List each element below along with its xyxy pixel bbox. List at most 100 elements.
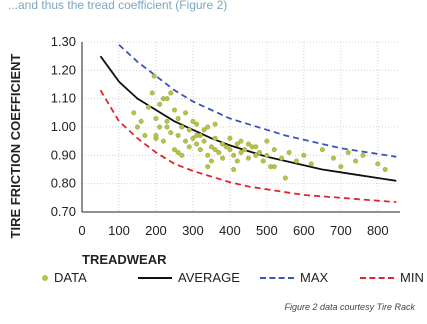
data-point (234, 158, 240, 164)
grid (81, 41, 400, 213)
data-point (212, 121, 218, 127)
data-point (138, 118, 144, 124)
data-point (205, 152, 211, 158)
data-point (338, 164, 344, 170)
data-point (245, 141, 251, 147)
data-point (175, 132, 181, 138)
data-point (194, 132, 200, 138)
legend-item-data: DATA (42, 270, 87, 285)
data-point (201, 138, 207, 144)
data-point (194, 141, 200, 147)
credit-note: Figure 2 data courtesy Tire Rack (284, 302, 415, 312)
data-point (279, 155, 285, 161)
data-point (183, 138, 189, 144)
data-point (375, 161, 381, 167)
data-point (212, 147, 218, 153)
x-axis-label: TREADWEAR (82, 252, 167, 267)
data-point (168, 90, 174, 96)
data-point (171, 147, 177, 153)
data-point (330, 155, 336, 161)
x-tick-label: 400 (219, 223, 241, 238)
data-point (264, 138, 270, 144)
series-lines (99, 44, 397, 203)
legend: DATA AVERAGE MAX MIN (20, 270, 424, 290)
max-line (118, 44, 397, 158)
x-tick-label: 700 (330, 223, 352, 238)
data-point (164, 118, 170, 124)
data-point (242, 147, 248, 153)
data-point (245, 155, 251, 161)
y-tick-label: 1.30 (51, 34, 76, 49)
data-marker-icon (42, 274, 48, 281)
data-point (223, 144, 229, 150)
data-point (227, 135, 233, 141)
data-point (293, 158, 299, 164)
x-tick-label: 100 (108, 223, 130, 238)
legend-item-max: MAX (260, 270, 328, 285)
data-point (157, 101, 163, 107)
data-point (134, 124, 140, 130)
data-point (282, 175, 288, 181)
data-point (308, 161, 314, 167)
x-tick-label: 600 (293, 223, 315, 238)
data-point (253, 144, 259, 150)
data-point (201, 127, 207, 133)
x-tick-label: 800 (367, 223, 389, 238)
data-point (164, 96, 170, 102)
legend-label-average: AVERAGE (178, 270, 240, 285)
x-tick-label: 500 (256, 223, 278, 238)
data-point (231, 152, 237, 158)
data-point (146, 104, 152, 110)
average-line (99, 55, 397, 182)
data-point (175, 149, 181, 155)
data-point (186, 127, 192, 133)
data-point (186, 144, 192, 150)
data-point (353, 158, 359, 164)
data-point (382, 166, 388, 172)
axes: 0.70 0.80 0.90 1.00 1.10 1.20 1.30 0 100 200 300 40… (51, 34, 400, 238)
x-tick-label: 300 (182, 223, 204, 238)
friction-chart: 0.70 0.80 0.90 1.00 1.10 1.20 1.30 0 100 200 300 40… (8, 34, 400, 267)
y-tick-label: 1.20 (51, 62, 76, 77)
data-point (286, 149, 292, 155)
data-point (231, 166, 237, 172)
data-point (179, 152, 185, 158)
data-point (256, 149, 262, 155)
data-point (238, 149, 244, 155)
data-point (175, 115, 181, 121)
x-tick-label: 200 (145, 223, 167, 238)
x-tick-label: 0 (78, 223, 85, 238)
y-axis-label: TIRE FRICTION COEFFICIENT (8, 54, 23, 239)
data-point (194, 121, 200, 127)
data-point (190, 118, 196, 124)
data-point (142, 132, 148, 138)
data-point (208, 144, 214, 150)
data-point (253, 152, 259, 158)
data-point (168, 130, 174, 136)
data-point (149, 90, 155, 96)
data-point (271, 164, 277, 170)
data-point (220, 155, 226, 161)
data-point (260, 158, 266, 164)
y-tick-label: 1.10 (51, 91, 76, 106)
data-point (164, 124, 170, 130)
legend-label-max: MAX (300, 270, 329, 285)
dashed-line-icon (260, 276, 294, 279)
y-tick-label: 0.90 (51, 147, 76, 162)
y-tick-label: 0.70 (51, 204, 76, 219)
y-tick-label: 1.00 (51, 119, 76, 134)
data-points (131, 73, 388, 181)
data-point (208, 158, 214, 164)
data-point (171, 107, 177, 113)
data-point (345, 149, 351, 155)
data-point (360, 152, 366, 158)
solid-line-icon (138, 276, 172, 279)
y-tick-label: 0.80 (51, 176, 76, 191)
data-point (238, 138, 244, 144)
data-point (227, 147, 233, 153)
data-point (301, 152, 307, 158)
dashed-line-icon (360, 276, 394, 279)
data-point (216, 149, 222, 155)
data-point (153, 132, 159, 138)
data-point (220, 141, 226, 147)
